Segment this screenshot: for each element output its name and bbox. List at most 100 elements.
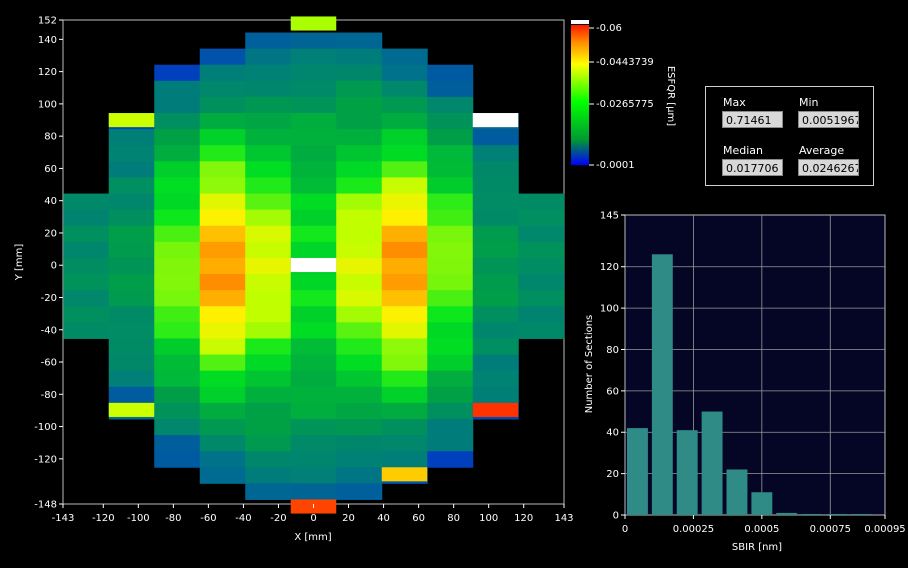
histogram-y-ticks: 0 20 40 60 80 100 120 145 [600,211,625,522]
wafer-cell [290,96,337,114]
colorbar-tick-2: -0.0265775 [596,99,654,110]
wafer-cell [472,257,519,275]
wafer-cell-highlight [108,113,155,128]
histogram-y-tick-7: 145 [600,211,619,222]
wafer-cell-highlight [290,16,337,31]
wafer-y-tick-13: -100 [34,422,57,433]
wafer-cell [154,306,201,323]
wafer-cell [290,193,337,211]
wafer-cell [427,386,474,404]
histogram-bars [627,254,872,515]
wafer-cell [108,209,155,227]
wafer-cell [381,145,428,162]
colorbar-gradient [571,25,589,165]
wafer-x-tick-11: 80 [447,513,460,524]
wafer-cell [427,113,474,130]
histogram-y-tick-1: 20 [606,469,619,480]
wafer-cell [154,402,201,420]
wafer-cell [290,225,337,243]
wafer-cell [518,225,565,243]
wafer-cell [427,145,474,162]
colorbar-top-white [571,20,589,24]
wafer-cell [336,435,383,452]
wafer-cell [154,64,201,82]
wafer-cell [472,145,519,162]
wafer-cell [108,225,155,243]
wafer-cell-highlight [108,402,155,417]
wafer-cell [245,241,292,259]
wafer-cell [63,290,110,307]
histogram-y-tick-3: 60 [606,386,619,397]
wafer-x-tick-13: 120 [514,513,533,524]
histogram-x-axis-label: SBIR [nm] [732,542,782,553]
wafer-cell [336,322,383,339]
max-value-field: 0.71461 [722,111,783,128]
wafer-cell [154,80,201,98]
wafer-cell [518,241,565,259]
wafer-cell [199,322,246,339]
wafer-cell [290,306,337,323]
wafer-cell [154,209,201,227]
wafer-cell [427,225,474,243]
wafer-cell [472,338,519,356]
wafer-cell [336,209,383,227]
average-label: Average [799,144,845,157]
wafer-y-tick-3: 100 [38,99,57,110]
wafer-cell [427,129,474,146]
histogram-x-tick-3: 0.00075 [810,524,851,535]
wafer-y-tick-7: 20 [44,228,57,239]
wafer-cell [154,322,201,339]
wafer-cell [290,483,337,500]
histogram-y-axis-label: Number of Sections [584,315,595,414]
wafer-cell [199,435,246,452]
wafer-cell [336,354,383,372]
colorbar-tick-3: -0.0001 [596,160,635,171]
wafer-cell [199,290,246,307]
wafer-cell [472,177,519,195]
statistics-panel: Max Min 0.71461 0.00519671 Median Averag… [705,86,874,186]
wafer-cell [381,193,428,211]
wafer-cell [63,306,110,323]
wafer-cell [245,451,292,468]
wafer-cell [518,290,565,307]
wafer-cell [154,418,201,436]
wafer-cell [336,64,383,82]
wafer-cell [381,274,428,291]
wafer-cells [63,16,565,514]
wafer-cell [199,451,246,468]
wafer-cell [245,225,292,243]
wafer-cell [381,386,428,404]
wafer-y-tick-10: -40 [41,325,57,336]
wafer-x-tick-2: -100 [127,513,150,524]
wafer-cell [154,257,201,275]
wafer-y-tick-4: 80 [44,132,57,143]
wafer-cell [245,193,292,211]
wafer-y-tick-0: 152 [38,16,57,27]
wafer-x-tick-8: 20 [342,513,355,524]
wafer-cell [245,177,292,195]
wafer-cell [472,161,519,178]
wafer-cell [336,177,383,195]
wafer-x-tick-0: -143 [52,513,75,524]
wafer-cell [472,370,519,388]
wafer-cell [245,209,292,227]
wafer-cell [336,225,383,243]
wafer-cell [336,274,383,291]
wafer-cell [199,48,246,66]
wafer-cell [427,418,474,436]
wafer-x-tick-10: 60 [412,513,425,524]
wafer-cell [199,257,246,275]
wafer-y-tick-9: -20 [41,293,57,304]
wafer-cell [518,257,565,275]
wafer-cell [199,96,246,114]
wafer-cell [427,177,474,195]
wafer-cell [108,129,155,146]
wafer-cell [199,225,246,243]
histogram-y-tick-0: 0 [613,511,619,522]
wafer-cell [199,467,246,484]
histogram-bar-6 [776,512,798,515]
wafer-cell [245,418,292,436]
wafer-cell [245,354,292,372]
wafer-y-tick-2: 120 [38,67,57,78]
wafer-cell [427,193,474,211]
